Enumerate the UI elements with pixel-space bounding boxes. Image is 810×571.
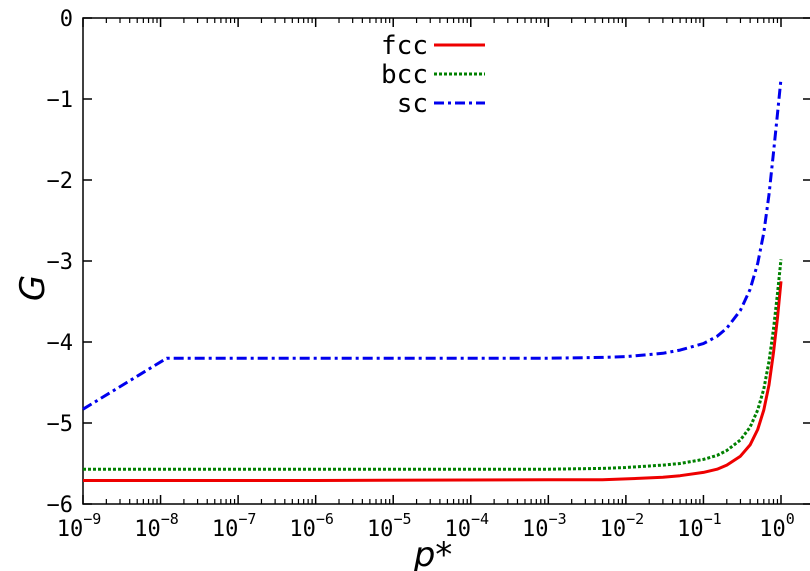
x-tick-label: 100 [759,510,795,542]
legend-label-bcc: bcc [381,60,428,90]
x-tick-label: 10−2 [600,510,645,542]
y-axis-title: G [13,275,53,301]
y-tick-label: −4 [47,331,74,356]
series-line-fcc [83,281,783,482]
y-tick-label: −6 [47,493,74,518]
legend-label-fcc: fcc [381,31,428,61]
series-lines [82,78,783,482]
plot-frame [82,17,810,505]
y-tick-label: 0 [60,7,73,32]
x-tick-label: 10−6 [289,510,334,542]
series-line-sc [82,78,783,411]
axes: 0 −1 −2 −3 −4 −5 −610−9 10−8 10−7 10−6 10−5 10−4 10−… [47,7,810,542]
y-tick-label: −5 [47,412,74,437]
x-tick-label: 10−1 [677,510,722,542]
x-tick-label: 10−3 [522,510,567,542]
x-tick-label: 10−9 [57,510,102,542]
y-tick-label: −1 [47,88,74,113]
series-line-bcc [83,259,783,471]
x-axis-title: p* [413,535,453,571]
x-tick-label: 10−7 [212,510,257,542]
legend-label-sc: sc [397,89,428,119]
y-tick-label: −3 [47,250,74,275]
x-tick-label: 10−8 [134,510,179,542]
y-tick-label: −2 [47,169,74,194]
x-tick-label: 10−5 [367,510,412,542]
plot-area [82,17,810,505]
x-tick-label: 10−4 [444,510,489,542]
